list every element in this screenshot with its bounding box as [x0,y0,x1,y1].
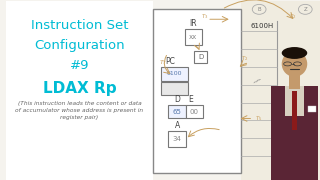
Text: $\mathit{T}_7$: $\mathit{T}_7$ [159,58,167,67]
Text: $\mathit{T}_3$: $\mathit{T}_3$ [201,12,209,21]
Text: Configuration: Configuration [34,39,125,52]
Text: B: B [257,7,261,12]
Text: $\mathit{T}_2$: $\mathit{T}_2$ [241,55,248,63]
Text: (This instruction leads the content or data
of accumulator whose address is pres: (This instruction leads the content or d… [15,101,144,120]
Text: D: D [198,54,204,60]
Bar [161,67,188,81]
Bar [271,86,318,180]
Bar [161,82,188,95]
Text: $\mathit{T}_2$: $\mathit{T}_2$ [289,12,296,21]
Bar [153,9,242,173]
Bar [292,91,297,130]
Text: 6100H: 6100H [251,23,274,29]
Ellipse shape [282,51,307,77]
Text: 6100: 6100 [167,71,182,76]
Text: LDAX Rp: LDAX Rp [43,81,116,96]
Text: xx: xx [189,34,197,40]
Bar [285,86,304,116]
Text: /: / [252,76,260,85]
Text: IR: IR [189,19,197,28]
Text: 34: 34 [172,136,181,142]
Bar [168,105,186,118]
Text: Z: Z [303,7,307,12]
Text: Instruction Set: Instruction Set [31,19,128,32]
Text: $\mathit{T}_5$: $\mathit{T}_5$ [255,114,263,123]
Text: PC: PC [165,57,175,66]
Ellipse shape [282,47,307,59]
Bar [6,1,153,180]
Bar [289,73,300,89]
Bar [168,131,186,147]
Ellipse shape [299,4,312,14]
Text: A: A [175,121,180,130]
Text: 00: 00 [190,109,199,114]
Bar [194,51,207,63]
Text: #9: #9 [70,59,89,72]
Bar [185,29,202,45]
Text: E: E [188,95,193,104]
Bar [186,105,203,118]
Bar [308,106,316,112]
Ellipse shape [252,4,266,14]
Text: D: D [174,95,180,104]
Text: 65: 65 [172,109,181,114]
Bar [242,1,320,180]
